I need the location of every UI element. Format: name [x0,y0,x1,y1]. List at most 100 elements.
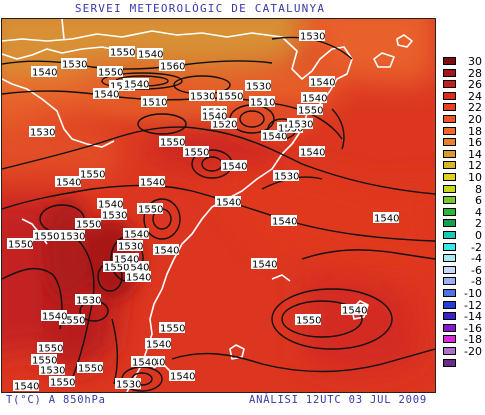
legend-tick-label: 28 [468,66,482,80]
svg-text:1550: 1550 [160,138,185,149]
svg-text:1540: 1540 [342,306,367,317]
legend-swatch [443,323,456,332]
contour-label: 1530 [75,294,101,307]
contour-label: 1530 [117,240,143,253]
map-canvas: 1530155015401530154015601550152015401540… [2,19,435,392]
contour-label: 1540 [131,356,157,369]
contour-label: 1550 [159,136,185,149]
svg-text:1520: 1520 [212,120,237,131]
svg-text:1540: 1540 [124,230,149,241]
contour-label: 1540 [137,48,163,61]
svg-text:1550: 1550 [110,48,135,59]
contour-label: 1540 [93,88,119,101]
legend-swatch [443,347,456,355]
legend-tick-label: 2 [475,217,482,231]
contour-label: 1550 [159,322,185,335]
svg-text:1540: 1540 [98,200,123,211]
contour-label: 1550 [75,218,101,231]
legend-tick-label: -16 [464,321,482,335]
svg-text:1540: 1540 [126,273,151,284]
variable-caption: T(°C) A 850hPa [6,394,106,406]
contour-label: 1540 [373,212,399,225]
svg-text:1540: 1540 [114,255,139,266]
contour-label: 1540 [123,228,149,241]
contour-label: 1530 [29,126,55,139]
legend-swatch [443,57,456,65]
contour-label: 1550 [295,314,321,327]
legend-swatch [443,115,456,123]
contour-label: 1530 [273,170,299,183]
contour-label: 1540 [201,110,227,123]
analysis-timestamp: ANÀLISI 12UTC 03 JUL 2009 [248,394,427,406]
contour-label: 1550 [297,104,323,117]
svg-text:1540: 1540 [14,382,39,393]
contour-label: 1540 [123,78,149,91]
svg-text:1550: 1550 [218,92,243,103]
svg-text:1540: 1540 [202,112,227,123]
contour-label: 1510 [141,96,167,109]
contour-label: 1540 [123,261,149,274]
legend-tick-label: -18 [464,333,482,347]
svg-text:1540: 1540 [138,50,163,61]
svg-text:1550: 1550 [60,316,85,327]
legend-tick-label: 0 [475,229,482,242]
legend-swatch [443,242,456,251]
legend-swatch [443,254,456,263]
legend-tick-label: -2 [471,240,482,254]
svg-text:1530: 1530 [76,296,101,307]
svg-text:1530: 1530 [62,60,87,71]
legend-swatch [443,207,456,216]
contour-label: 1540 [55,176,81,189]
contour-label: 1540 [169,370,195,383]
legend-swatch [443,126,456,135]
contour-label: 1550 [31,354,57,367]
contour-label: 1520 [211,118,237,131]
contour-label: 1550 [37,342,63,355]
contour-label: 1530 [299,30,325,43]
contour-label: 1540 [145,338,171,351]
legend-tick-label: 12 [468,159,482,173]
legend-swatch [443,173,456,181]
contour-label: 1550 [79,168,105,181]
svg-text:1540: 1540 [310,78,335,89]
legend-swatch [443,265,456,274]
contour-label: 1540 [261,130,287,143]
contour-label: 1550 [183,146,209,159]
svg-text:1550: 1550 [76,220,101,231]
svg-text:1540: 1540 [216,198,241,209]
svg-text:1540: 1540 [124,263,149,274]
svg-text:1510: 1510 [142,98,167,109]
contour-label: 1550 [49,376,75,389]
legend-tick-label: -6 [471,263,482,277]
svg-text:1530: 1530 [190,92,215,103]
svg-text:1540: 1540 [154,246,179,257]
svg-text:1540: 1540 [222,162,247,173]
svg-text:1540: 1540 [272,217,297,228]
map-title: SERVEI METEOROLÒGIC DE CATALUNYA [74,2,326,15]
contour-label: 1550 [59,314,85,327]
contour-label: 1530 [189,90,215,103]
legend-tick-label: 18 [468,124,482,138]
svg-text:1550: 1550 [296,316,321,327]
contour-label: 1540 [139,176,165,189]
svg-text:1540: 1540 [302,94,327,105]
legend-swatch [443,80,456,89]
svg-text:1530: 1530 [300,32,325,43]
legend-tick-label: -4 [471,252,482,266]
legend-tick-label: 10 [468,171,482,184]
legend-swatch [443,219,456,228]
contour-label: 1540 [301,92,327,105]
svg-text:1540: 1540 [170,372,195,383]
svg-text:1550: 1550 [80,170,105,181]
contour-label: 1540 [309,76,335,89]
legend-swatch [443,68,456,77]
svg-text:1540: 1540 [140,178,165,189]
legend-tick-label: 6 [475,194,482,208]
legend-swatch [443,312,456,321]
contour-label: 1530 [287,118,313,131]
contour-label: 1530 [101,209,127,222]
svg-text:1540: 1540 [124,80,149,91]
contour-label: 1540 [31,66,57,79]
legend-tick-label: 14 [468,147,482,161]
contour-label: 1530 [39,364,65,377]
